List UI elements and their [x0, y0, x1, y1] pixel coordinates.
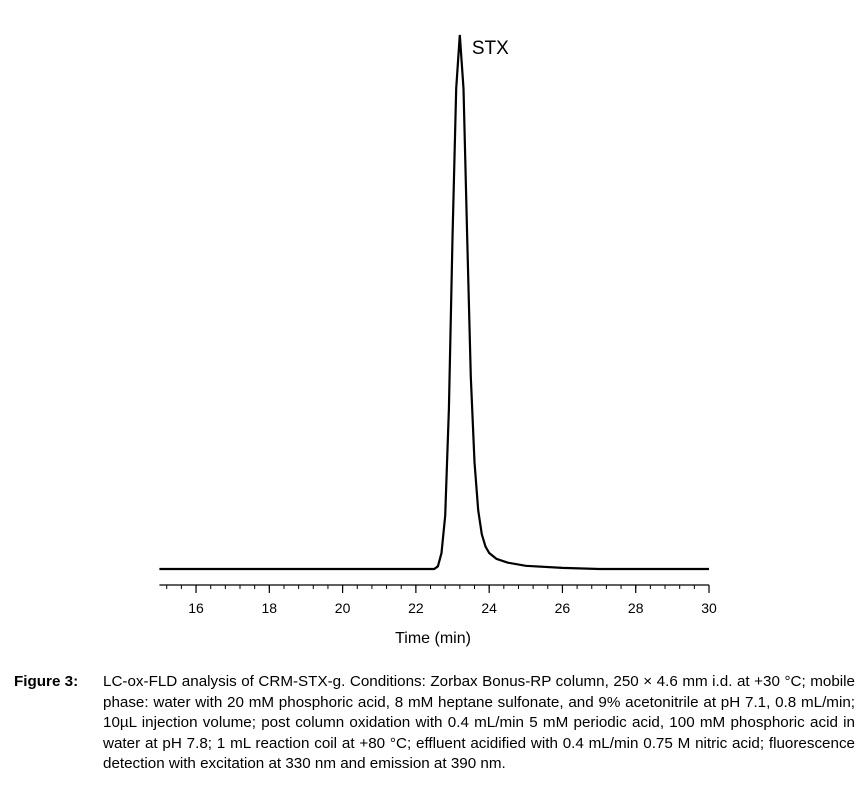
x-tick-label: 26 — [555, 600, 571, 616]
caption-text: LC-ox-FLD analysis of CRM-STX-g. Conditi… — [103, 673, 855, 772]
caption-label: Figure 3: — [14, 673, 79, 690]
x-tick-label: 22 — [408, 600, 424, 616]
x-axis: 16 18 20 22 24 26 28 30 — [159, 584, 717, 616]
chromatogram-trace — [159, 34, 709, 571]
x-tick-label: 30 — [701, 600, 717, 616]
x-tick-label: 18 — [262, 600, 278, 616]
x-tick-label: 20 — [335, 600, 351, 616]
x-tick-label: 24 — [481, 600, 497, 616]
chromatogram-chart: 16 18 20 22 24 26 28 30 STX Time (min) — [159, 34, 717, 647]
x-tick-label: 16 — [188, 600, 204, 616]
x-tick-label: 28 — [628, 600, 644, 616]
peak-label-stx: STX — [472, 38, 509, 59]
x-axis-label: Time (min) — [395, 630, 471, 647]
